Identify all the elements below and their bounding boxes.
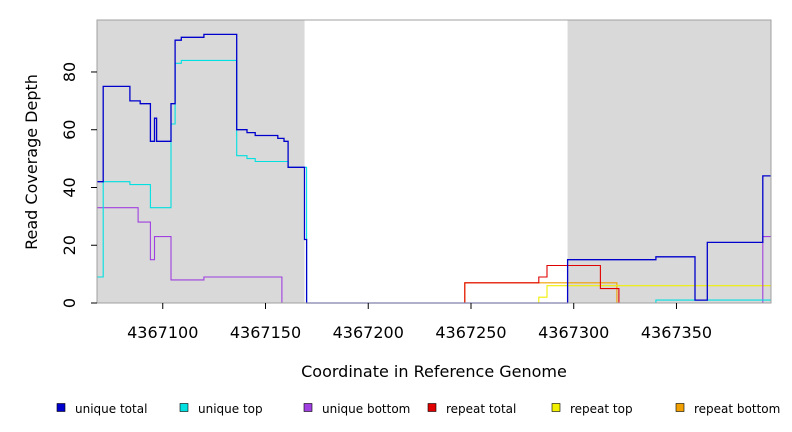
- shaded-regions: [97, 20, 771, 303]
- series-line-unique-total: [97, 33, 771, 304]
- y-tick-label: 0: [60, 298, 79, 308]
- legend-label: unique total: [75, 402, 147, 416]
- legend: unique total unique top unique bottom repea…: [56, 402, 780, 416]
- plot-frame: [96, 19, 772, 304]
- legend-swatch: [303, 403, 313, 412]
- legend-swatch: [675, 403, 685, 412]
- legend-swatch: [551, 403, 561, 412]
- y-tick-label: 20: [60, 235, 79, 255]
- x-tick-label: 4367300: [538, 323, 609, 342]
- legend-label: unique bottom: [322, 402, 410, 416]
- series-line-repeat-total: [97, 264, 771, 304]
- legend-swatch: [427, 403, 437, 412]
- legend-label: repeat top: [570, 402, 633, 416]
- y-axis-title: Read Coverage Depth: [22, 74, 41, 250]
- legend-swatch: [179, 403, 189, 412]
- x-tick-label: 4367150: [230, 323, 301, 342]
- x-tick-label: 4367200: [333, 323, 404, 342]
- y-tick-label: 60: [60, 120, 79, 140]
- x-axis-title: Coordinate in Reference Genome: [301, 362, 567, 381]
- legend-label: repeat bottom: [694, 402, 780, 416]
- shaded-region-2: [567, 20, 771, 303]
- y-tick-label: 40: [60, 177, 79, 197]
- legend-label: unique top: [198, 402, 263, 416]
- legend-swatch: [56, 403, 66, 412]
- axes: 4367100 4367150 4367200 4367250 4367300 43673…: [60, 62, 712, 342]
- x-tick-label: 4367350: [641, 323, 712, 342]
- y-tick-label: 80: [60, 62, 79, 82]
- x-tick-label: 4367250: [435, 323, 506, 342]
- x-tick-label: 4367100: [127, 323, 198, 342]
- legend-label: repeat total: [446, 402, 516, 416]
